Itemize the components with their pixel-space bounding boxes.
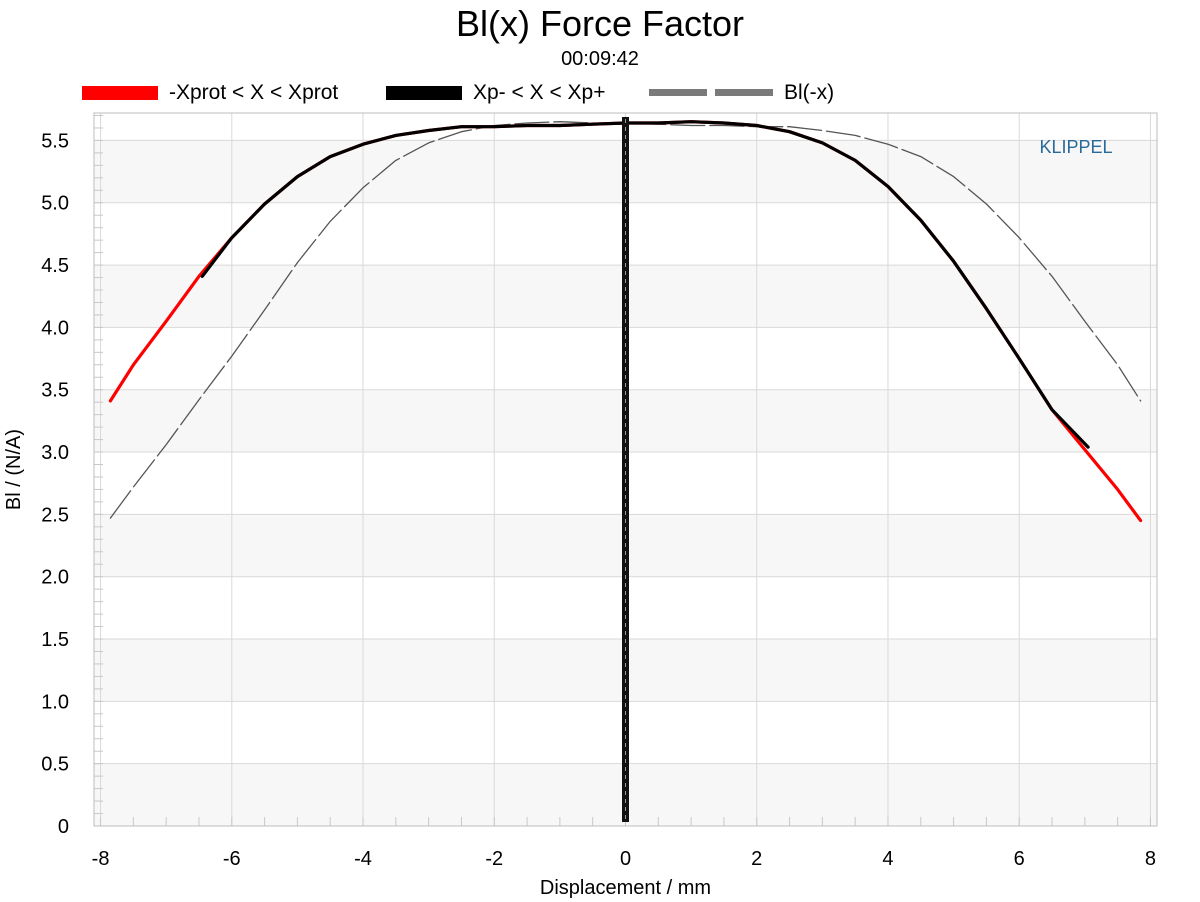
y-tick-label: 5.0 <box>41 193 69 215</box>
y-tick-label: 0.5 <box>41 754 69 776</box>
x-tick-label: 6 <box>1014 848 1025 870</box>
y-tick-label: 2.5 <box>41 504 69 526</box>
y-tick-label: 4.0 <box>41 317 69 339</box>
y-tick-label: 4.5 <box>41 255 69 277</box>
y-tick-label: 3.0 <box>41 442 69 464</box>
y-axis-label: Bl / (N/A) <box>3 429 25 510</box>
legend-label-xprot: -Xprot < X < Xprot <box>169 81 339 104</box>
x-tick-label: -2 <box>485 848 503 870</box>
legend-label-xp: Xp- < X < Xp+ <box>473 81 606 104</box>
y-tick-label: 5.5 <box>41 130 69 152</box>
y-tick-label: 0 <box>58 816 69 838</box>
chart-title: Bl(x) Force Factor <box>455 3 745 44</box>
x-tick-label: -4 <box>354 848 372 870</box>
x-tick-label: 8 <box>1145 848 1156 870</box>
x-tick-label: 2 <box>751 848 762 870</box>
legend-swatch-black <box>386 86 462 100</box>
plot-frame <box>93 112 1158 827</box>
x-tick-label: 4 <box>882 848 893 870</box>
y-tick-label: 1.0 <box>41 691 69 713</box>
chart-subtitle: 00:09:42 <box>561 48 639 70</box>
x-tick-label: 0 <box>620 848 631 870</box>
legend-swatch-red <box>82 86 158 100</box>
series-xp-line <box>200 120 1090 449</box>
x-axis-label: Displacement / mm <box>540 877 711 899</box>
y-tick-label: 3.5 <box>41 380 69 402</box>
x-tick-labels: -8 -6 -4 -2 0 2 4 6 8 <box>92 848 1156 870</box>
legend-swatch-dash-2 <box>715 89 773 96</box>
x-tick-label: -8 <box>92 848 110 870</box>
y-tick-labels: 0 0.5 1.0 1.5 2.0 2.5 3.0 3.5 4.0 4.5 5.0 5.5 <box>41 130 69 838</box>
klippel-brand-label: KLIPPEL <box>1039 137 1112 157</box>
y-tick-label: 1.5 <box>41 629 69 651</box>
y-tick-label: 2.0 <box>41 567 69 589</box>
legend-label-bl-neg-x: Bl(-x) <box>784 81 835 104</box>
minor-ticks <box>94 114 1151 827</box>
zero-marker-layer <box>622 117 629 822</box>
x-tick-label: -6 <box>223 848 241 870</box>
zero-marker <box>622 117 629 822</box>
legend-swatch-dash-1 <box>649 89 707 96</box>
